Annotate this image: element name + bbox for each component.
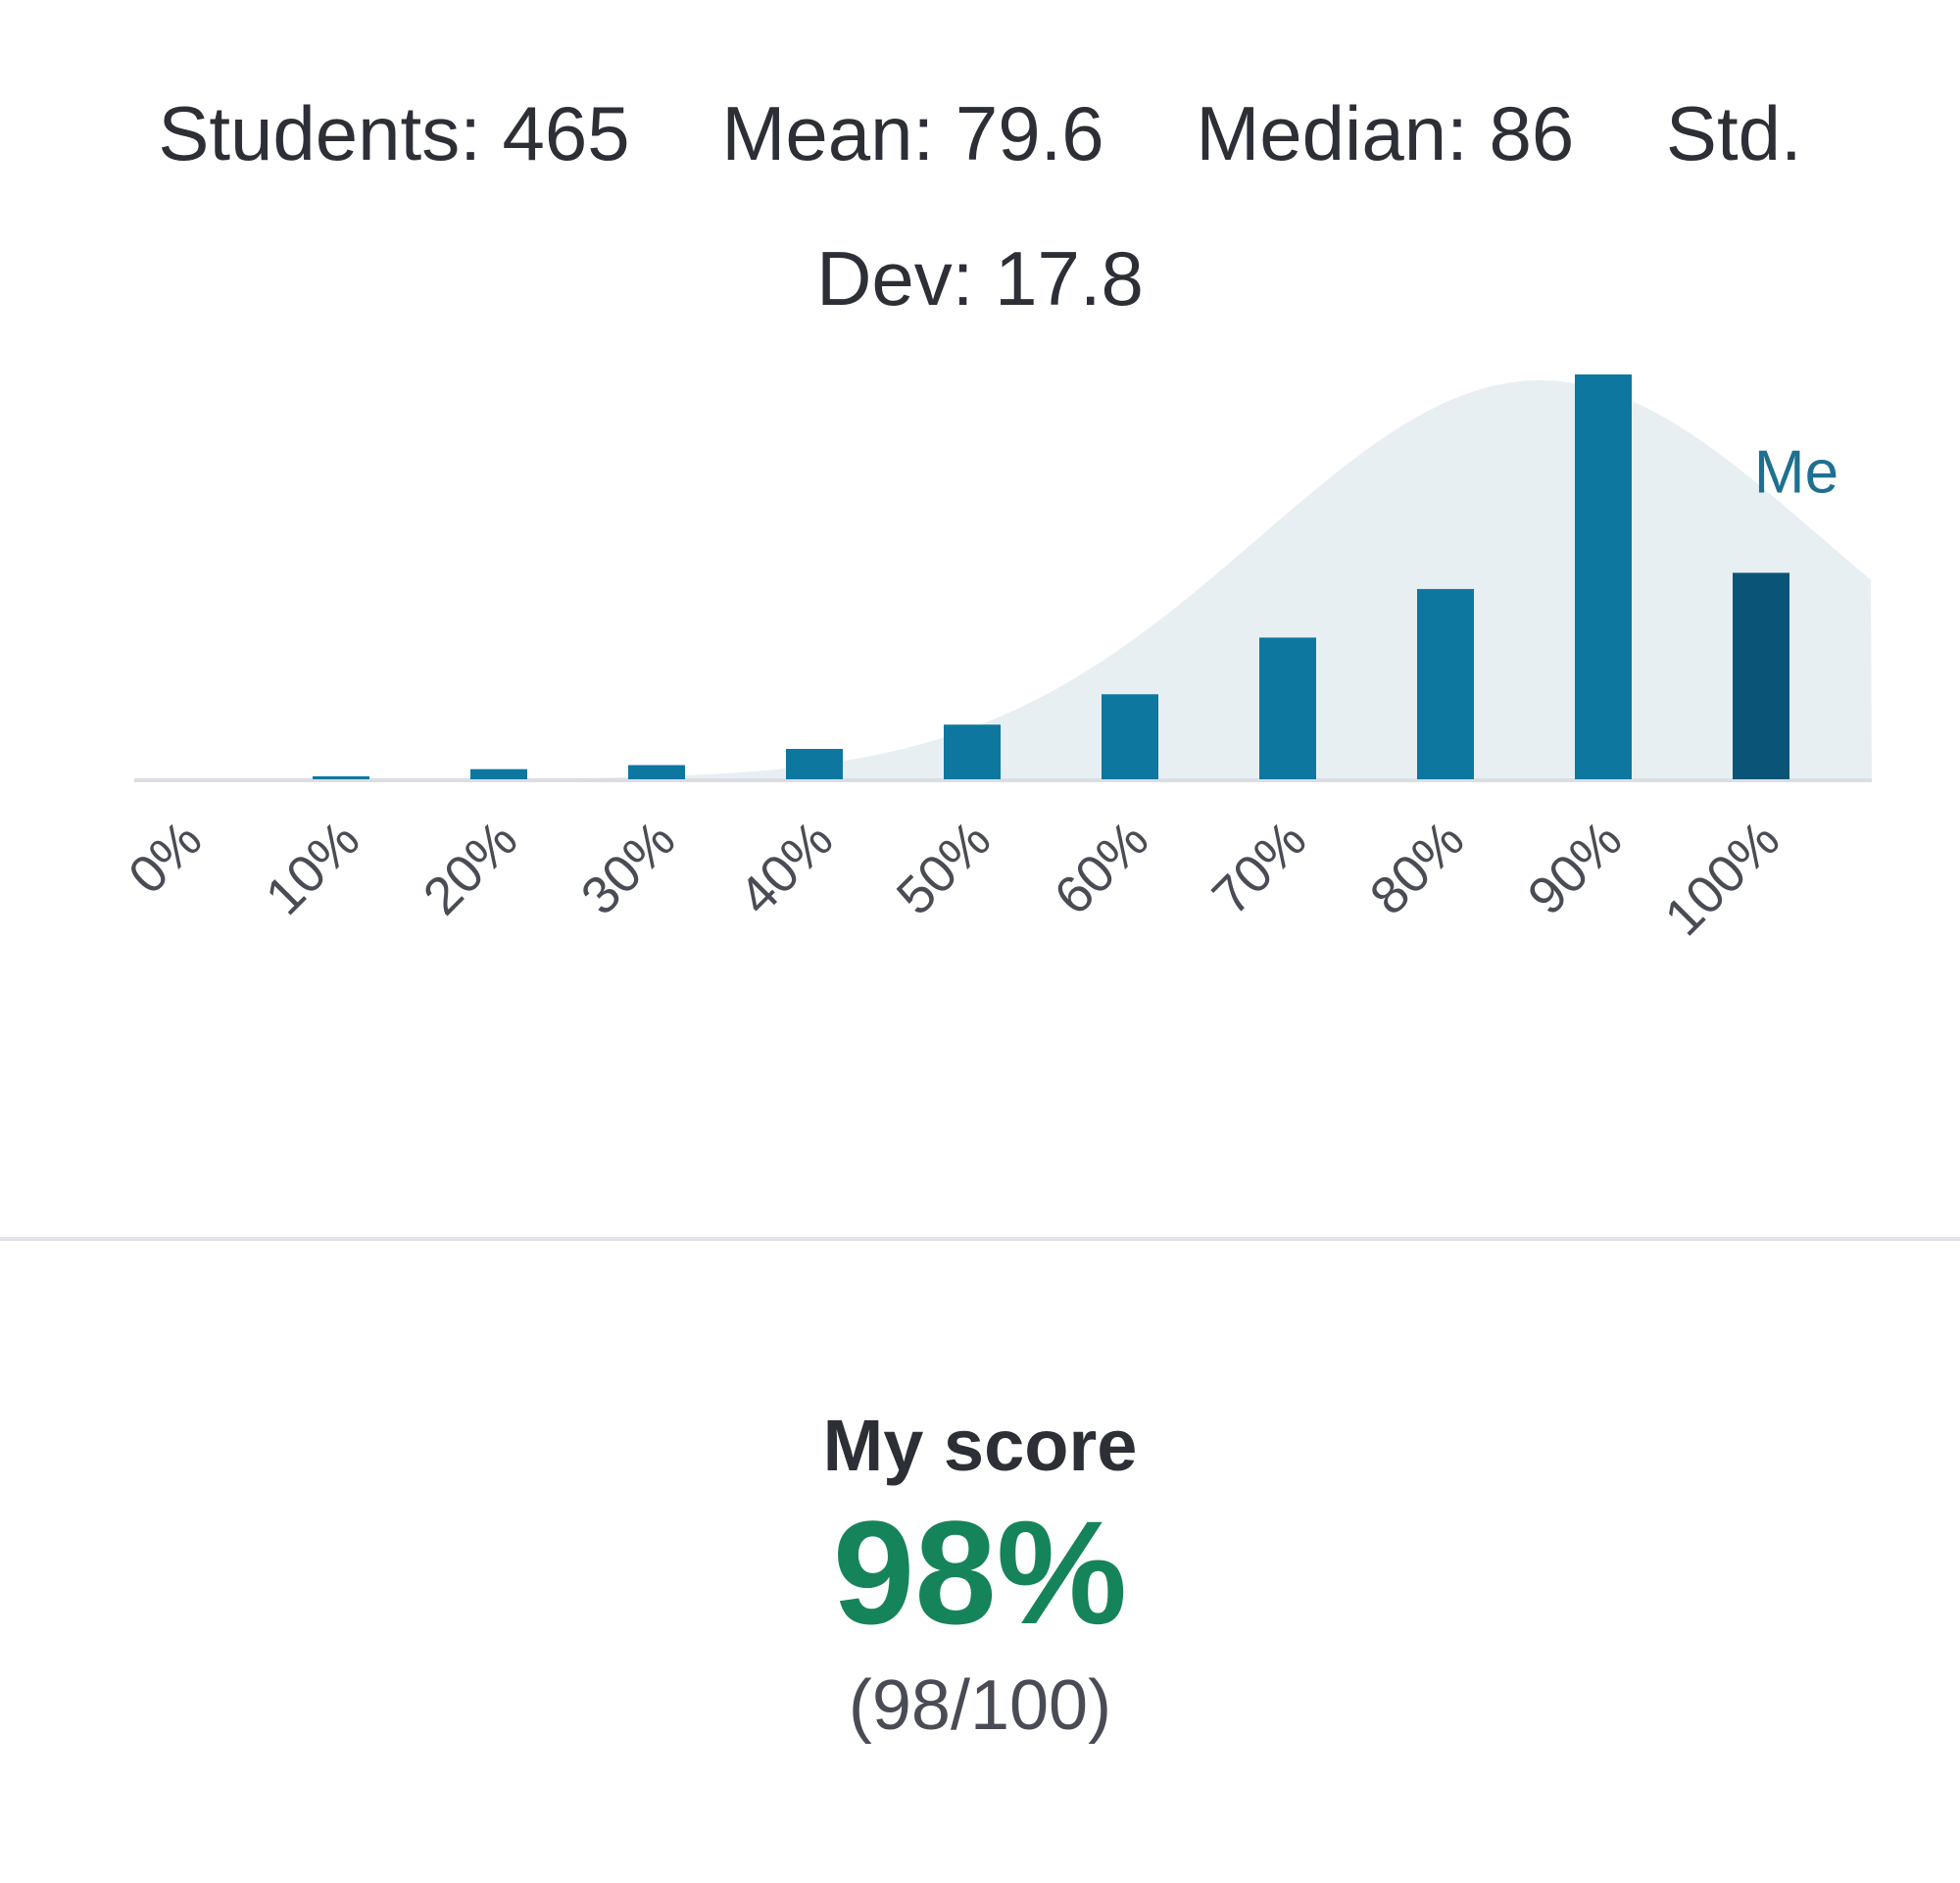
x-tick-label: 80% <box>1359 810 1476 926</box>
median-value: Median: 86 <box>1196 90 1575 176</box>
x-tick-label: 50% <box>886 810 1003 926</box>
me-label: Me <box>1754 438 1838 506</box>
bar-10pct <box>313 776 369 779</box>
std-dev-value: Dev: 17.8 <box>816 235 1144 322</box>
bar-60pct <box>1102 694 1158 779</box>
my-score-fraction: (98/100) <box>848 1666 1112 1745</box>
bar-70pct <box>1259 637 1316 779</box>
bar-my-score <box>1733 572 1789 779</box>
stats-line-2: Dev: 17.8 <box>0 206 1960 351</box>
bar-90pct <box>1575 374 1632 779</box>
bar-40pct <box>786 749 843 779</box>
bar-50pct <box>944 724 1001 779</box>
x-tick-label: 10% <box>255 810 371 926</box>
bar-30pct <box>628 765 685 779</box>
bar-20pct <box>470 768 527 779</box>
std-dev-label: Std. <box>1665 90 1802 176</box>
statistics-summary: Students: 465 Mean: 79.6 Median: 86 Std.… <box>0 61 1960 351</box>
x-tick-label: 20% <box>413 810 529 926</box>
my-score-percent: 98% <box>832 1490 1128 1655</box>
mean-value: Mean: 79.6 <box>721 90 1104 176</box>
chart-svg: Me 0% 10% 20% 30% 40% 50% 60% 70% 80% 90% 100% <box>118 374 1872 947</box>
x-tick-label: 100% <box>1653 810 1790 947</box>
x-tick-label: 90% <box>1517 810 1634 926</box>
my-score-section: My score 98% (98/100) <box>0 1402 1960 1755</box>
students-count: Students: 465 <box>158 90 630 176</box>
x-tick-label: 40% <box>728 810 845 926</box>
x-tick-label: 60% <box>1044 810 1160 926</box>
my-score-title: My score <box>822 1405 1138 1486</box>
x-tick-label: 30% <box>570 810 687 926</box>
x-tick-label: 70% <box>1201 810 1318 926</box>
score-distribution-chart: Me 0% 10% 20% 30% 40% 50% 60% 70% 80% 90% 100% <box>0 333 1960 1019</box>
stats-line-1: Students: 465 Mean: 79.6 Median: 86 Std. <box>0 61 1960 206</box>
x-tick-label: 0% <box>118 810 214 906</box>
bar-80pct <box>1417 588 1474 779</box>
section-divider <box>0 1237 1960 1241</box>
